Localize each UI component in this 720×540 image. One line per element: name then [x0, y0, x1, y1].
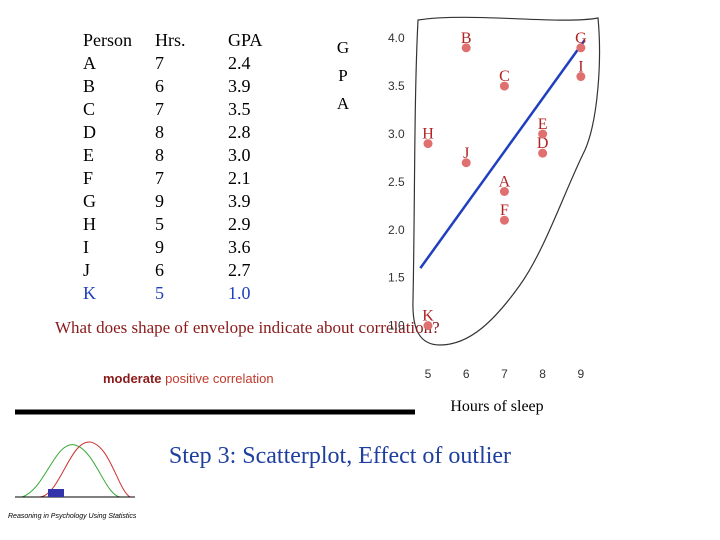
answer: moderate positive correlation: [103, 371, 274, 386]
table-cell: D: [83, 122, 96, 142]
table-cell: B: [83, 76, 95, 96]
x-tick-label: 9: [578, 367, 585, 381]
y-tick-label: 1.5: [388, 271, 405, 285]
table-cell: K: [83, 283, 96, 303]
x-tick-label: 6: [463, 367, 470, 381]
table-cell: 5: [155, 214, 164, 234]
data-point: [499, 81, 509, 91]
point-label: F: [500, 202, 509, 219]
table-cell: G: [83, 191, 96, 211]
data-point: [576, 72, 586, 82]
table-cell: 3.0: [228, 145, 251, 165]
table-cell: 2.8: [228, 122, 251, 142]
table-cell: 7: [155, 168, 164, 188]
y-axis-label: GPA: [336, 38, 350, 113]
table-header: GPA: [228, 30, 262, 50]
table-cell: 2.4: [228, 53, 251, 73]
envelope: [412, 16, 601, 346]
data-point: [461, 158, 471, 168]
table-cell: F: [83, 168, 93, 188]
table-cell: 7: [155, 99, 164, 119]
trend-line: [419, 39, 586, 269]
x-tick-label: 7: [501, 367, 508, 381]
table-cell: 2.9: [228, 214, 251, 234]
data-point: [423, 139, 433, 149]
logo: [15, 441, 135, 498]
table-cell: 2.7: [228, 260, 251, 280]
table-header: Hrs.: [155, 30, 186, 50]
y-tick-label: 2.0: [388, 223, 405, 237]
table-cell: 3.5: [228, 99, 251, 119]
table-cell: 6: [155, 260, 164, 280]
table-cell: 9: [155, 237, 164, 257]
data-point: [538, 148, 548, 158]
answer-emphasis: moderate: [103, 371, 162, 386]
data-point: [499, 215, 509, 225]
table-cell: H: [83, 214, 96, 234]
y-tick-label: 1.0: [388, 319, 405, 333]
table-cell: A: [83, 53, 96, 73]
table-cell: J: [83, 260, 90, 280]
y-tick-label: 2.5: [388, 175, 405, 189]
point-label: A: [499, 173, 511, 190]
table-header: Person: [83, 30, 132, 50]
table-cell: 9: [155, 191, 164, 211]
point-label: I: [578, 59, 583, 76]
data-point: [538, 129, 548, 139]
point-label: K: [422, 308, 434, 325]
point-label: D: [537, 135, 549, 152]
table-cell: 7: [155, 53, 164, 73]
x-tick-label: 5: [425, 367, 432, 381]
y-tick-label: 4.0: [388, 31, 405, 45]
data-point: [461, 43, 471, 53]
x-tick-label: 8: [539, 367, 546, 381]
point-label: G: [575, 30, 587, 47]
table-cell: 5: [155, 283, 164, 303]
table-cell: 8: [155, 122, 164, 142]
data-point: [499, 186, 509, 196]
point-label: H: [422, 126, 434, 143]
table-cell: 1.0: [228, 283, 251, 303]
slide-title: Step 3: Scatterplot, Effect of outlier: [169, 443, 511, 469]
point-label: B: [461, 30, 472, 47]
table-cell: 3.6: [228, 237, 251, 257]
footer: Reasoning in Psychology Using Statistics: [8, 513, 137, 520]
data-point: [576, 43, 586, 53]
point-label: E: [538, 116, 548, 133]
question: What does shape of envelope indicate abo…: [55, 318, 440, 337]
point-label: C: [499, 68, 510, 85]
table-cell: 8: [155, 145, 164, 165]
table-cell: 3.9: [228, 191, 251, 211]
y-tick-label: 3.0: [388, 127, 405, 141]
table-cell: C: [83, 99, 95, 119]
point-label: J: [463, 145, 469, 162]
data-point: [423, 321, 433, 331]
x-axis-label: Hours of sleep: [450, 398, 543, 415]
table-cell: 6: [155, 76, 164, 96]
table-cell: E: [83, 145, 94, 165]
table-cell: I: [83, 237, 89, 257]
table-cell: 3.9: [228, 76, 251, 96]
table-cell: 2.1: [228, 168, 251, 188]
y-tick-label: 3.5: [388, 79, 405, 93]
answer-rest: positive correlation: [165, 371, 273, 386]
